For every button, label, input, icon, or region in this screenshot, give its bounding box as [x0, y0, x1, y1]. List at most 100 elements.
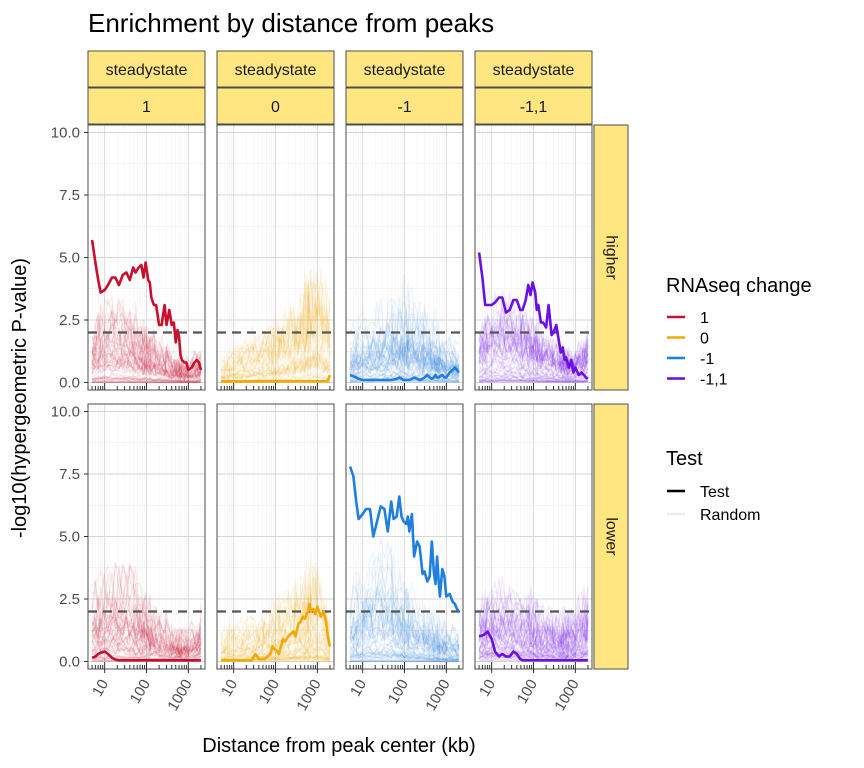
random-series-line: [91, 375, 202, 383]
random-series-line: [349, 650, 460, 661]
random-series-line: [350, 659, 459, 663]
random-series-line: [91, 562, 202, 647]
random-series-line: [478, 359, 589, 381]
random-series-line: [91, 328, 202, 377]
random-series-line: [478, 341, 589, 377]
facet-panel: [216, 403, 335, 670]
y-tick-label: 10.0: [51, 125, 80, 142]
random-series-line: [349, 348, 460, 380]
random-series-line: [91, 357, 202, 383]
random-series-line: [349, 328, 460, 373]
random-series-line: [478, 309, 589, 375]
facet-strip-bottom: [216, 87, 335, 125]
random-series-line: [220, 344, 331, 379]
random-series-line: [220, 653, 331, 662]
test-series-line: [349, 366, 460, 382]
random-series-line: [91, 632, 202, 659]
facet-panels: steadystate 1 steadystate 0 steadystate -1 ste…: [51, 50, 629, 714]
random-series-line: [479, 378, 588, 383]
random-series-line: [349, 373, 460, 381]
random-series-line: [478, 332, 588, 378]
random-series-line: [220, 552, 331, 647]
random-series-line: [221, 359, 331, 382]
random-series-line: [478, 347, 589, 380]
x-tick-label: 100: [256, 677, 283, 707]
random-series-line: [220, 623, 331, 656]
random-series-line: [350, 537, 460, 647]
x-tick-label: 10: [347, 677, 370, 700]
random-series-line: [349, 348, 460, 378]
random-series-line: [91, 584, 202, 648]
chart-title: Enrichment by distance from peaks: [88, 8, 494, 38]
random-series-line: [92, 335, 202, 382]
random-series-line: [220, 268, 331, 366]
legends: RNAseq change 1 0 -1 -1,1 Test Test Random: [666, 275, 812, 524]
facet-strip-row: [593, 124, 629, 391]
x-tick-label: 1000: [422, 677, 453, 714]
random-series-line: [349, 330, 460, 373]
random-series-line: [221, 609, 331, 655]
random-series-line: [221, 346, 331, 379]
random-series-line: [349, 585, 460, 654]
y-tick-label: 2.5: [59, 591, 80, 608]
random-series-line: [479, 649, 589, 659]
panel-data: [217, 268, 334, 384]
random-series-line: [478, 632, 589, 656]
random-series-line: [349, 598, 460, 652]
facet-strip-top-label: steadystate: [493, 62, 575, 79]
random-series-line: [91, 353, 201, 382]
y-tick-label: 5.0: [59, 250, 80, 267]
random-series-line: [478, 632, 589, 656]
random-series-line: [349, 334, 460, 376]
x-tick-label: 100: [514, 677, 541, 707]
random-series-line: [220, 288, 331, 377]
test-series-line: [91, 650, 201, 662]
random-series-line: [478, 633, 589, 657]
random-series-line: [350, 600, 460, 657]
random-series-line: [91, 296, 202, 373]
random-series-line: [349, 651, 460, 662]
random-series-line: [478, 643, 589, 659]
random-series-line: [220, 353, 331, 379]
random-series-line: [91, 349, 202, 380]
random-series-line: [478, 319, 589, 374]
random-series-line: [478, 370, 589, 382]
facet-strip-row: [593, 403, 629, 670]
random-series-line: [91, 376, 201, 383]
random-series-line: [349, 610, 460, 657]
random-series-line: [221, 345, 331, 380]
random-series-line: [220, 317, 331, 375]
random-series-line: [220, 565, 331, 648]
random-series-line: [478, 374, 588, 383]
random-series-line: [220, 588, 331, 654]
random-series-line: [349, 639, 460, 660]
random-series-line: [91, 360, 202, 381]
panel-data: [346, 273, 463, 383]
random-series-line: [478, 308, 589, 373]
random-series-line: [478, 361, 589, 381]
random-series-line: [478, 616, 589, 651]
random-series-line: [349, 336, 460, 372]
random-series-line: [220, 359, 331, 382]
legend-title: Test: [666, 448, 703, 470]
facet-strip-top: [87, 50, 206, 88]
random-series-line: [349, 341, 460, 376]
random-series-line: [349, 606, 460, 659]
random-series-line: [220, 642, 331, 660]
random-series-line: [478, 615, 589, 652]
random-series-line: [478, 603, 589, 644]
x-tick-label: 10: [476, 677, 499, 700]
random-series-line: [349, 654, 459, 661]
random-series-line: [350, 652, 459, 661]
random-series-line: [350, 380, 459, 383]
random-series-line: [478, 309, 588, 371]
random-series-line: [91, 341, 202, 378]
legend-label: Test: [700, 484, 730, 501]
random-series-line: [91, 354, 202, 381]
random-series-line: [220, 576, 331, 652]
random-series-line: [478, 357, 589, 382]
random-series-line: [220, 557, 331, 645]
random-series-line: [220, 644, 330, 661]
random-series-line: [91, 328, 202, 378]
random-series-line: [220, 348, 331, 381]
